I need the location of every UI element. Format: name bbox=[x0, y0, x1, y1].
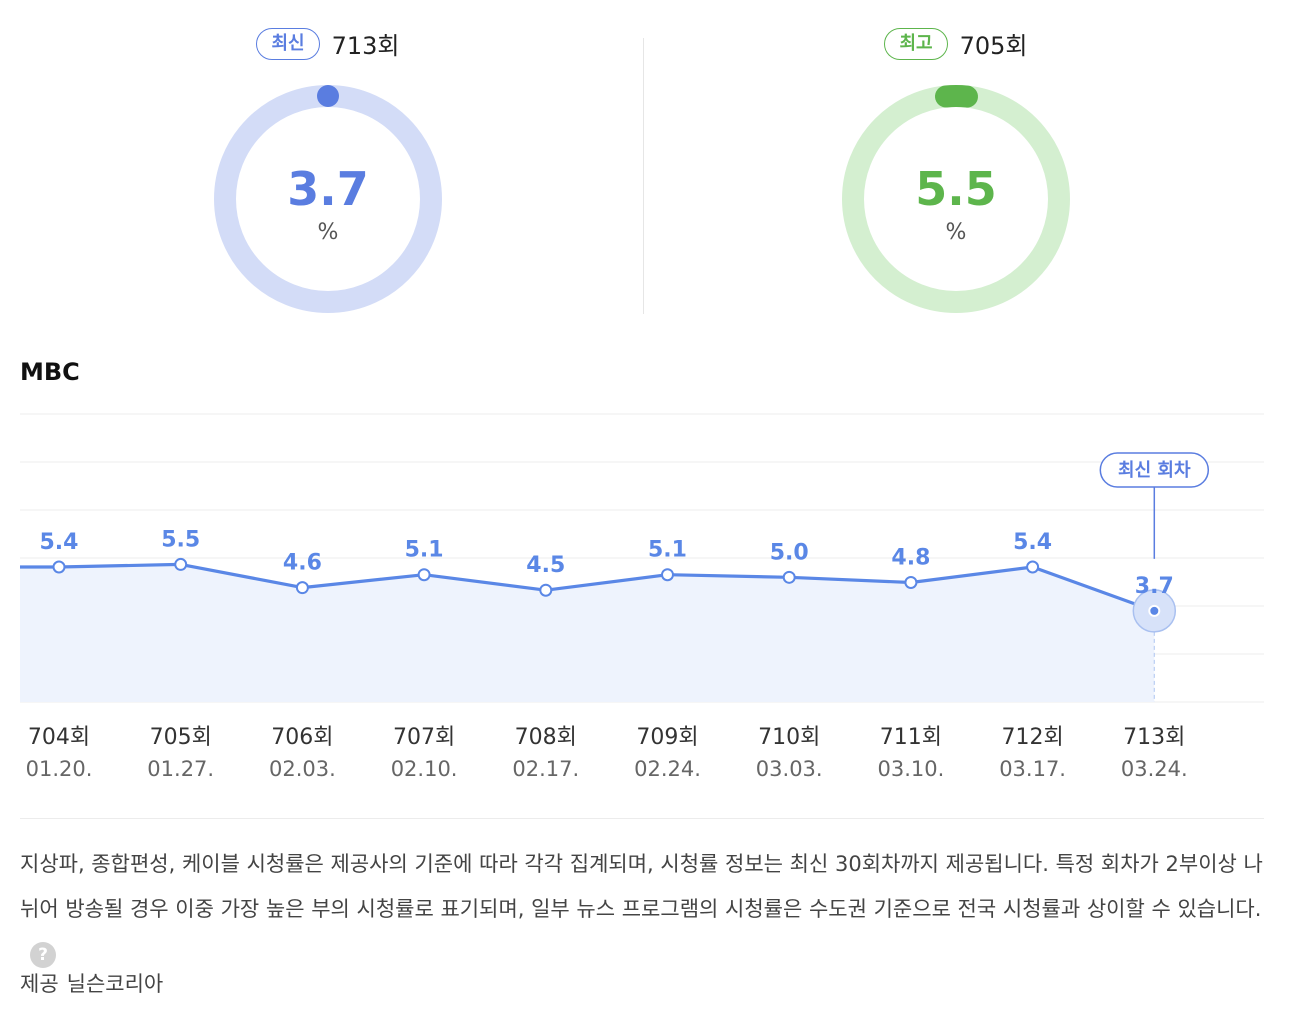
data-point-6 bbox=[782, 570, 796, 584]
latest-gauge-header: 최신 713회 bbox=[163, 26, 493, 61]
best-episode: 705회 bbox=[959, 32, 1028, 60]
x-tick-date-2: 02.03. bbox=[269, 757, 336, 781]
data-point-1 bbox=[174, 557, 188, 571]
x-tick-date-3: 02.10. bbox=[391, 757, 458, 781]
data-label-9: 3.7 bbox=[1135, 574, 1174, 599]
data-point-0 bbox=[52, 560, 66, 574]
question-mark-icon[interactable]: ? bbox=[30, 942, 56, 968]
data-point-4 bbox=[539, 583, 553, 597]
x-tick-episode-0: 704회 bbox=[28, 725, 90, 750]
x-tick-episode-6: 710회 bbox=[758, 725, 820, 750]
data-point-8 bbox=[1026, 560, 1040, 574]
x-tick-date-9: 03.24. bbox=[1121, 757, 1188, 781]
ratings-note: 지상파, 종합편성, 케이블 시청률은 제공사의 기준에 따라 각각 집계되며,… bbox=[20, 842, 1265, 977]
latest-ring-marker bbox=[317, 85, 339, 107]
x-tick-episode-7: 711회 bbox=[880, 725, 942, 750]
latest-callout-badge bbox=[1099, 452, 1210, 488]
data-point-9 bbox=[1148, 604, 1161, 617]
data-point-3 bbox=[417, 568, 431, 582]
x-tick-date-7: 03.10. bbox=[878, 757, 945, 781]
latest-episode: 713회 bbox=[331, 32, 400, 60]
latest-ring bbox=[214, 85, 442, 313]
data-label-5: 5.1 bbox=[648, 538, 687, 563]
best-unit: % bbox=[945, 220, 967, 245]
data-point-5 bbox=[661, 568, 674, 582]
data-label-4: 4.5 bbox=[526, 553, 565, 578]
x-tick-episode-5: 709회 bbox=[636, 725, 698, 750]
data-label-2: 4.6 bbox=[283, 551, 322, 576]
x-tick-date-4: 02.17. bbox=[512, 757, 579, 781]
best-ring bbox=[842, 85, 1070, 313]
x-tick-episode-2: 706회 bbox=[271, 725, 333, 750]
latest-badge: 최신 bbox=[256, 27, 320, 60]
provider-name: 닐슨코리아 bbox=[66, 972, 164, 996]
ratings-line-chart: 최신 회차 5.4 704회 01.20. 5.5 705회 01.27. 4.6 706회 02… bbox=[20, 413, 1264, 781]
note-text: 지상파, 종합편성, 케이블 시청률은 제공사의 기준에 따라 각각 집계되며,… bbox=[20, 852, 1263, 921]
x-tick-date-6: 03.03. bbox=[756, 757, 823, 781]
best-gauge: 최고 705회 5.5 % bbox=[791, 22, 1121, 322]
data-label-1: 5.5 bbox=[161, 527, 200, 552]
x-tick-episode-8: 712회 bbox=[1001, 725, 1063, 750]
x-tick-episode-1: 705회 bbox=[150, 725, 212, 750]
data-point-2 bbox=[295, 581, 309, 595]
data-label-7: 4.8 bbox=[891, 545, 930, 570]
provider: 제공 닐슨코리아 bbox=[20, 968, 163, 998]
section-divider bbox=[20, 818, 1264, 819]
data-label-6: 5.0 bbox=[770, 540, 809, 565]
channel-name: MBC bbox=[20, 358, 80, 386]
provider-label: 제공 bbox=[20, 972, 59, 996]
x-tick-date-1: 01.27. bbox=[147, 757, 214, 781]
x-tick-episode-9: 713회 bbox=[1123, 725, 1185, 750]
data-label-8: 5.4 bbox=[1013, 530, 1052, 555]
data-label-0: 5.4 bbox=[40, 530, 79, 555]
best-ring-marker bbox=[935, 85, 978, 108]
data-label-3: 5.1 bbox=[405, 538, 444, 563]
latest-callout-label: 최신 회차 bbox=[1118, 460, 1191, 481]
latest-value: 3.7 bbox=[287, 162, 369, 216]
chart-area bbox=[20, 564, 1155, 702]
gauge-divider bbox=[643, 38, 644, 314]
data-point-7 bbox=[904, 575, 918, 589]
best-gauge-header: 최고 705회 bbox=[791, 26, 1121, 61]
x-tick-date-8: 03.17. bbox=[999, 757, 1066, 781]
x-tick-date-0: 01.20. bbox=[26, 757, 93, 781]
x-tick-episode-4: 708회 bbox=[515, 725, 577, 750]
best-badge: 최고 bbox=[884, 27, 948, 60]
x-tick-date-5: 02.24. bbox=[634, 757, 701, 781]
x-tick-episode-3: 707회 bbox=[393, 725, 455, 750]
latest-unit: % bbox=[317, 220, 339, 245]
best-value: 5.5 bbox=[915, 162, 997, 216]
latest-gauge: 최신 713회 3.7 % bbox=[163, 22, 493, 322]
